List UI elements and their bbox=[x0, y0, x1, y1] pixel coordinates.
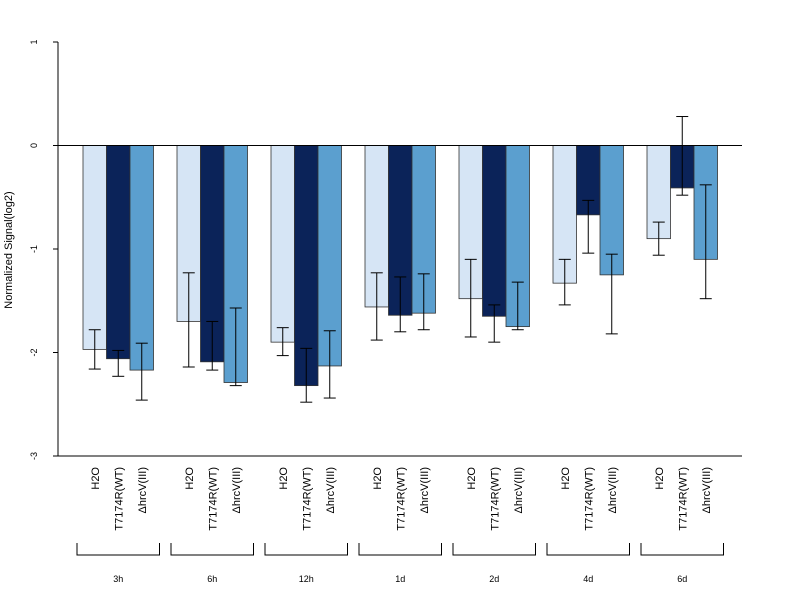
bar-label: T7174R(WT) bbox=[489, 467, 501, 531]
bar-label: H2O bbox=[560, 467, 572, 490]
y-axis: 1 0 -1 -2 -3 bbox=[29, 39, 59, 460]
bar-label: H2O bbox=[654, 467, 666, 490]
y-tick-label: 1 bbox=[29, 39, 39, 44]
group-bracket bbox=[546, 543, 630, 556]
bar-label: ΔhrcV(III) bbox=[137, 467, 149, 513]
group-label: 2d bbox=[489, 574, 499, 584]
bar-label: ΔhrcV(III) bbox=[419, 467, 431, 513]
group-label: 1d bbox=[395, 574, 405, 584]
bar-label: T7174R(WT) bbox=[207, 467, 219, 531]
group-bracket bbox=[452, 543, 536, 556]
group-bracket bbox=[76, 543, 160, 556]
group-brackets: 3h 6h 12h 1d 2d 4d 6d bbox=[76, 543, 724, 584]
group-bracket bbox=[170, 543, 254, 556]
bar bbox=[82, 145, 107, 350]
zero-baseline bbox=[58, 145, 742, 457]
y-axis-label: Normalized Signal(log2) bbox=[3, 191, 15, 308]
bar bbox=[482, 145, 507, 317]
bar-label: T7174R(WT) bbox=[301, 467, 313, 531]
error-bars bbox=[88, 116, 712, 403]
y-tick-label: 0 bbox=[29, 143, 39, 148]
bar-label: ΔhrcV(III) bbox=[325, 467, 337, 513]
bar bbox=[270, 145, 295, 343]
bar bbox=[129, 145, 154, 371]
bar-label: ΔhrcV(III) bbox=[607, 467, 619, 513]
y-tick-label: -1 bbox=[29, 245, 39, 253]
group-bracket bbox=[264, 543, 348, 556]
group-bracket bbox=[358, 543, 442, 556]
group-label: 3h bbox=[113, 574, 123, 584]
bar-label: T7174R(WT) bbox=[677, 467, 689, 531]
bar-label: T7174R(WT) bbox=[395, 467, 407, 531]
bar-label: ΔhrcV(III) bbox=[513, 467, 525, 513]
bar-label: T7174R(WT) bbox=[113, 467, 125, 531]
bar-label: H2O bbox=[372, 467, 384, 490]
group-label: 12h bbox=[299, 574, 314, 584]
y-tick-label: -3 bbox=[29, 452, 39, 460]
bar-label: H2O bbox=[90, 467, 102, 490]
group-label: 6h bbox=[207, 574, 217, 584]
y-tick-label: -2 bbox=[29, 348, 39, 356]
bar-label: H2O bbox=[278, 467, 290, 490]
bar-label: H2O bbox=[466, 467, 478, 490]
bar-label: H2O bbox=[184, 467, 196, 490]
group-label: 6d bbox=[677, 574, 687, 584]
x-axis: H2O T7174R(WT) ΔhrcV(III) H2O T7174R(WT) Δhrc… bbox=[90, 467, 713, 531]
group-label: 4d bbox=[583, 574, 593, 584]
bar-label: ΔhrcV(III) bbox=[701, 467, 713, 513]
bar bbox=[106, 145, 131, 360]
bar-label: T7174R(WT) bbox=[583, 467, 595, 531]
bars bbox=[82, 145, 718, 387]
group-bracket bbox=[640, 543, 724, 556]
bar-label: ΔhrcV(III) bbox=[231, 467, 243, 513]
